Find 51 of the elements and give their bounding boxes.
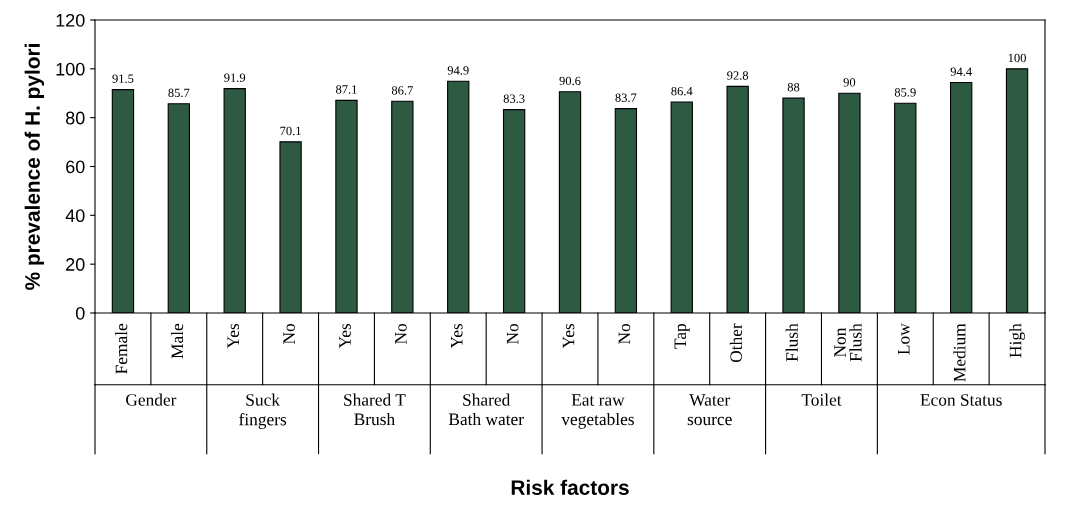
data-label: 88 bbox=[787, 82, 800, 92]
x-tick-label: Yes bbox=[227, 323, 240, 349]
text: Water source bbox=[687, 394, 732, 426]
y-tick-label: 40 bbox=[65, 209, 85, 223]
data-label: 83.7 bbox=[615, 93, 637, 102]
data-label: 94.9 bbox=[447, 66, 469, 75]
text: Eat raw vegetables bbox=[561, 394, 634, 429]
x-tick-label: Yes bbox=[339, 323, 351, 349]
data-label: 85.7 bbox=[168, 88, 190, 98]
text: Toilet bbox=[801, 393, 842, 406]
y-tick-label: 0 bbox=[75, 306, 85, 320]
text: Shared T Brush bbox=[344, 393, 406, 426]
x-tick-label: Yes bbox=[451, 323, 463, 349]
x-tick-label: High bbox=[1009, 323, 1025, 358]
data-label: 100 bbox=[1008, 53, 1026, 63]
x-tick-label: Low bbox=[898, 323, 910, 355]
data-label: 87.1 bbox=[336, 85, 357, 94]
y-tick-label: 100 bbox=[56, 62, 85, 76]
data-label: 86.4 bbox=[671, 86, 693, 96]
data-label: 83.3 bbox=[503, 94, 525, 103]
y-tick-label: 20 bbox=[66, 258, 85, 271]
x-tick-label: Non Flush bbox=[834, 323, 862, 362]
x-axis-title: Risk factors bbox=[511, 479, 629, 495]
y-axis-title: % prevalence of H. pylori bbox=[24, 44, 45, 290]
data-label: 90.6 bbox=[559, 76, 581, 86]
text: Gender bbox=[126, 393, 177, 406]
data-label: 85.9 bbox=[894, 88, 916, 97]
data-label: 91.5 bbox=[112, 74, 134, 83]
x-tick-label: Medium bbox=[953, 323, 966, 382]
x-tick-label: No bbox=[618, 323, 631, 344]
data-label: 86.7 bbox=[391, 86, 413, 95]
data-label: 94.4 bbox=[950, 67, 972, 76]
data-label: 90 bbox=[843, 78, 856, 87]
x-tick-label: Male bbox=[170, 323, 184, 359]
x-tick-label: No bbox=[395, 323, 407, 344]
data-label: 92.8 bbox=[727, 71, 749, 80]
x-tick-label: Other bbox=[729, 323, 742, 363]
x-tick-label: Flush bbox=[785, 323, 798, 362]
y-tick-label: 60 bbox=[66, 160, 85, 174]
text: Suck fingers bbox=[239, 393, 287, 429]
data-label: 91.9 bbox=[224, 73, 246, 82]
x-tick-label: Yes bbox=[562, 323, 575, 349]
y-tick-label: 120 bbox=[56, 13, 85, 27]
text: Econ Status bbox=[920, 394, 1002, 406]
x-tick-label: No bbox=[506, 323, 519, 344]
x-tick-label: No bbox=[283, 323, 295, 344]
x-tick-label: Female bbox=[115, 323, 128, 374]
text: Shared Bath water bbox=[448, 393, 524, 426]
x-tick-label: Tap bbox=[674, 323, 690, 349]
data-label: 70.1 bbox=[280, 126, 301, 136]
y-tick-label: 80 bbox=[65, 111, 85, 125]
